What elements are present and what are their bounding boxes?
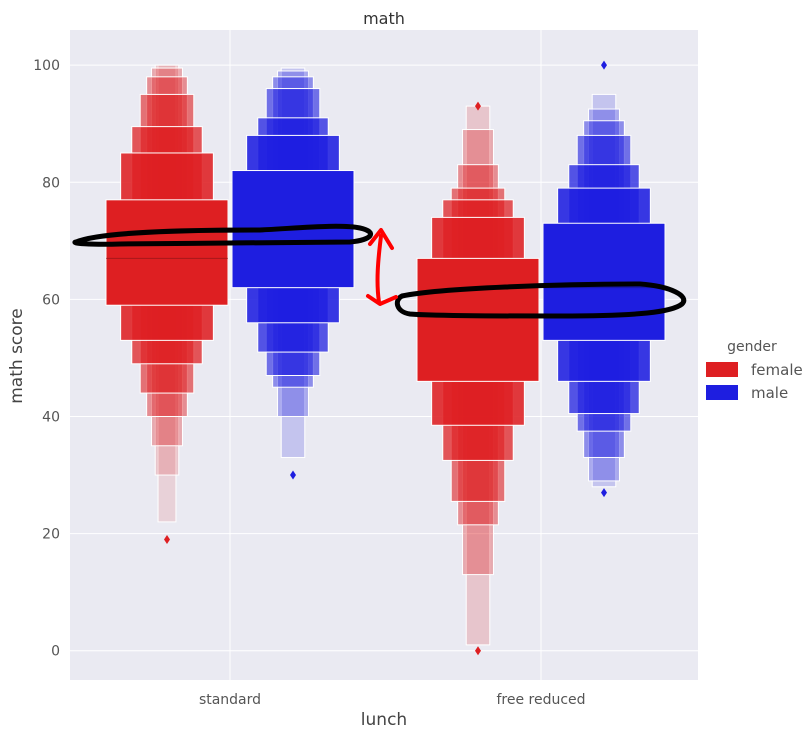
boxen-box-female-0-0 xyxy=(105,199,229,306)
outlier-point xyxy=(601,60,607,70)
x-tick-label: standard xyxy=(199,692,261,708)
outlier-point xyxy=(475,646,481,656)
outlier-point xyxy=(475,101,481,111)
annotation-arrow-head-top xyxy=(368,228,394,250)
legend-swatch-female xyxy=(706,362,738,377)
chart-title: math xyxy=(363,9,405,28)
x-tick-label: free reduced xyxy=(496,692,585,708)
outlier-point xyxy=(164,534,170,544)
annotations xyxy=(72,223,687,319)
legend-label-male: male xyxy=(751,384,788,402)
x-tick-labels: standard free reduced xyxy=(199,692,586,708)
annotation-ellipse-free-reduced xyxy=(394,281,687,319)
y-tick-label: 0 xyxy=(51,644,60,660)
legend-swatch-male xyxy=(706,385,738,400)
outlier-point xyxy=(290,470,296,480)
legend-title: gender xyxy=(727,339,777,355)
annotation-arrow-line xyxy=(375,234,383,304)
y-tick-label: 80 xyxy=(42,175,60,191)
legend: gender female male xyxy=(706,339,803,402)
outlier-point xyxy=(601,488,607,498)
annotation-ellipse-standard xyxy=(72,223,374,247)
y-tick-label: 100 xyxy=(33,58,60,74)
outlier-points xyxy=(164,60,607,656)
y-tick-label: 20 xyxy=(42,527,60,543)
annotation-arrow-head-bottom xyxy=(366,294,398,306)
y-tick-labels: 0 20 40 60 80 100 xyxy=(33,58,60,660)
boxen-box-female-1-0 xyxy=(416,257,540,382)
y-axis-title: math score xyxy=(7,308,27,404)
y-tick-label: 60 xyxy=(42,292,60,308)
x-axis-title: lunch xyxy=(361,710,407,730)
legend-label-female: female xyxy=(751,361,803,379)
y-tick-label: 40 xyxy=(42,409,60,425)
